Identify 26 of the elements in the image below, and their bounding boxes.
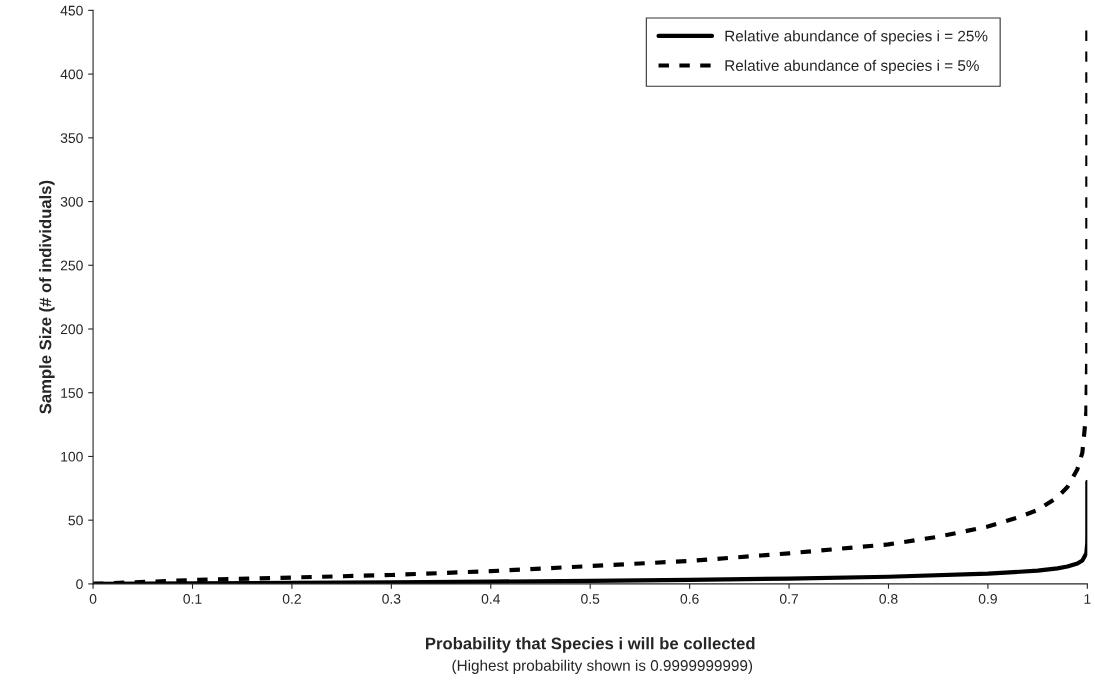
- legend-label: Relative abundance of species i = 25%: [725, 30, 988, 45]
- text: (Highest probability shown is 0.9999999999): [452, 659, 753, 674]
- x-tick-label: 0.9: [978, 593, 997, 604]
- x-tick-label: 0.4: [481, 593, 501, 604]
- y-tick-label: 400: [60, 69, 83, 80]
- legend-label: Relative abundance of species i = 5%: [725, 59, 979, 74]
- x-tick-label: 0.3: [382, 593, 401, 604]
- x-tick-label: 0.2: [282, 593, 301, 604]
- x-tick-label: 0.5: [581, 593, 600, 604]
- y-tick-label: 250: [60, 260, 83, 271]
- x-tick-label: 0: [89, 593, 97, 604]
- y-tick-label: 300: [60, 196, 83, 207]
- x-tick-label: 0.7: [779, 593, 799, 604]
- y-tick-label: 150: [61, 388, 83, 398]
- y-tick-label: 450: [60, 5, 83, 16]
- x-tick-label: 0.1: [183, 593, 202, 604]
- y-tick-label: 50: [68, 515, 83, 526]
- x-tick-label: 1: [1084, 594, 1091, 604]
- x-tick-label: 0.6: [680, 593, 699, 604]
- x-axis-title: Probability that Species i will be collected: [426, 637, 755, 653]
- y-tick-label: 200: [60, 324, 83, 335]
- y-axis-title: Sample Size (# of individuals): [39, 180, 55, 414]
- y-tick-label: 0: [76, 579, 83, 590]
- y-tick-label: 100: [61, 451, 83, 462]
- x-tick-label: 0.8: [879, 593, 898, 604]
- y-tick-label: 350: [60, 133, 83, 143]
